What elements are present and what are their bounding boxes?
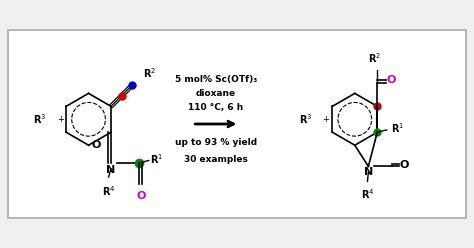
Text: O: O: [400, 160, 409, 170]
Text: N: N: [364, 167, 373, 177]
FancyBboxPatch shape: [9, 30, 465, 218]
Text: +: +: [322, 115, 329, 124]
Text: O: O: [387, 75, 396, 85]
Text: dioxane: dioxane: [196, 89, 236, 98]
Text: 110 °C, 6 h: 110 °C, 6 h: [188, 103, 244, 112]
Text: up to 93 % yield: up to 93 % yield: [175, 138, 257, 147]
Text: N: N: [106, 165, 116, 175]
Text: R$^2$: R$^2$: [368, 51, 382, 65]
Text: R$^1$: R$^1$: [150, 152, 163, 166]
Text: R$^4$: R$^4$: [361, 188, 374, 201]
Text: R$^3$: R$^3$: [33, 112, 46, 126]
Text: +: +: [57, 115, 64, 124]
Text: O: O: [91, 140, 100, 150]
Text: R$^2$: R$^2$: [143, 67, 156, 80]
Text: O: O: [137, 191, 146, 201]
Text: 5 mol% Sc(OTf)₃: 5 mol% Sc(OTf)₃: [175, 75, 257, 84]
Text: R$^4$: R$^4$: [102, 184, 116, 198]
Text: 30 examples: 30 examples: [184, 155, 248, 164]
Text: R$^1$: R$^1$: [392, 122, 405, 135]
Text: R$^3$: R$^3$: [299, 112, 312, 126]
